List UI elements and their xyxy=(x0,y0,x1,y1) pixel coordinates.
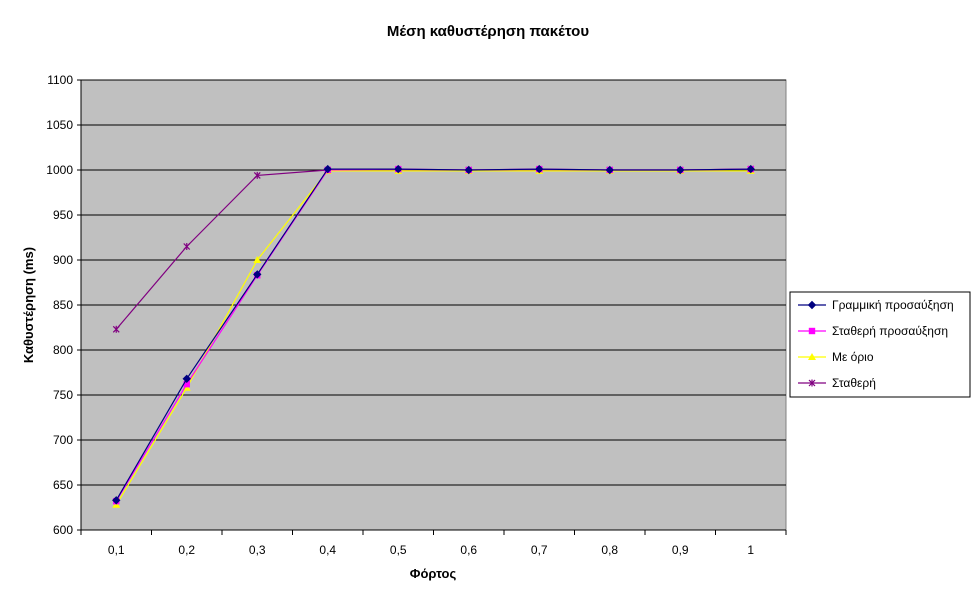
axes: 600 650 700 750 800 850 900 950 1000 1050 1100 0,1 0… xyxy=(46,73,787,557)
data-point xyxy=(605,165,614,175)
x-tick-label: 0,5 xyxy=(390,543,407,557)
y-tick-label: 800 xyxy=(53,343,73,357)
y-axis-title: Καθυστέρηση (ms) xyxy=(21,247,36,363)
y-tick-label: 1000 xyxy=(46,163,73,177)
x-axis-title: Φόρτος xyxy=(410,566,457,581)
series-line xyxy=(115,168,751,501)
data-point xyxy=(323,164,332,174)
x-tick-label: 0,4 xyxy=(319,543,336,557)
series-line xyxy=(115,170,751,506)
legend: Γραμμική προσαύξηση Σταθερή προσαύξηση Με … xyxy=(789,291,971,398)
data-point xyxy=(253,256,262,263)
data-point xyxy=(746,164,755,174)
legend-label: Με όριο xyxy=(832,350,874,364)
x-tick-label: 0,2 xyxy=(178,543,195,557)
legend-item-3: Με όριο xyxy=(798,350,874,364)
legend-marker xyxy=(808,353,816,360)
x-tick-label: 0,9 xyxy=(672,543,689,557)
y-tick-label: 1100 xyxy=(47,73,73,87)
x-tick-label: 0,7 xyxy=(531,543,548,557)
data-point xyxy=(464,165,473,175)
legend-label: Γραμμική προσαύξηση xyxy=(832,298,954,312)
x-tick-label: 1 xyxy=(747,543,754,557)
data-point xyxy=(183,243,191,250)
y-tick-label: 950 xyxy=(53,208,73,222)
legend-box xyxy=(789,291,971,398)
data-point xyxy=(535,164,544,174)
y-tick-label: 750 xyxy=(53,388,73,402)
legend-marker xyxy=(808,379,816,387)
data-point xyxy=(182,374,191,384)
data-point xyxy=(253,270,262,279)
chart-title: Μέση καθυστέρηση πακέτου xyxy=(387,23,589,40)
series-1 xyxy=(112,164,755,505)
legend-label: Σταθερή xyxy=(832,376,876,390)
y-tick-label: 650 xyxy=(53,478,73,492)
legend-label: Σταθερή προσαύξηση xyxy=(832,324,948,338)
data-point xyxy=(112,496,121,505)
legend-item-4: Σταθερή xyxy=(798,376,876,390)
x-tick-label: 0,1 xyxy=(108,543,125,557)
legend-marker xyxy=(808,327,816,335)
legend-item-1: Γραμμική προσαύξηση xyxy=(798,298,954,312)
gridlines xyxy=(81,79,786,486)
data-point xyxy=(394,164,403,174)
data-point xyxy=(183,381,190,388)
legend-marker xyxy=(807,300,817,310)
legend-item-2: Σταθερή προσαύξηση xyxy=(798,324,948,338)
data-point xyxy=(676,165,685,175)
y-tick-label: 850 xyxy=(53,298,73,312)
x-tick-label: 0,3 xyxy=(249,543,266,557)
y-tick-label: 1050 xyxy=(46,118,73,132)
y-tick-label: 700 xyxy=(53,433,73,447)
series-layer xyxy=(112,164,755,508)
y-tick-label: 600 xyxy=(53,523,73,537)
data-point xyxy=(112,325,120,333)
data-point xyxy=(253,171,261,179)
x-tick-label: 0,8 xyxy=(601,543,618,557)
x-tick-label: 0,6 xyxy=(460,543,477,557)
y-tick-label: 900 xyxy=(53,253,73,267)
